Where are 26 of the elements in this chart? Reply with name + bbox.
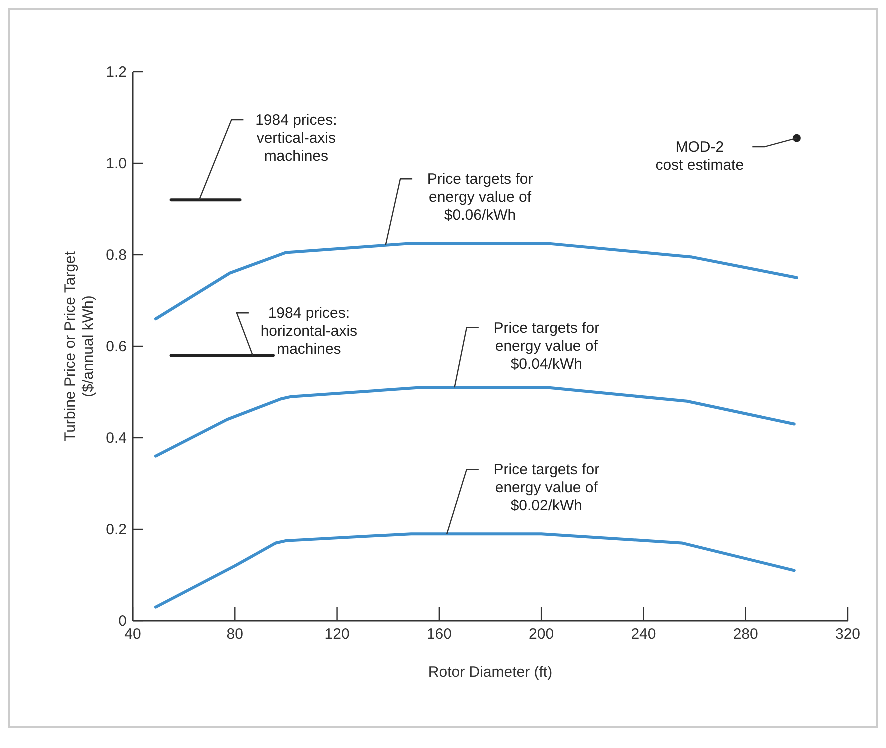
x-tick-label: 120 (324, 626, 350, 643)
x-tick-label: 80 (226, 626, 244, 643)
x-tick-label: 320 (835, 626, 861, 643)
y-tick-label: 1.2 (106, 64, 127, 81)
y-axis-title: Turbine Price or Price Target ($/annual kWh) (62, 250, 97, 442)
x-tick-label: 160 (426, 626, 452, 643)
text: 1984 prices: vertical-axis machines (256, 112, 338, 166)
series-label: Price targets for energy value of $0.04/kWh (494, 320, 600, 373)
x-tick-label: 280 (733, 626, 758, 643)
y-tick-label: 0.4 (106, 430, 127, 447)
x-tick-label: 40 (124, 626, 142, 643)
x-axis-title: Rotor Diameter (ft) (428, 664, 553, 681)
line-series (154, 242, 798, 321)
y-tick-label: 1.0 (106, 156, 127, 172)
y-tick-label: 0.6 (106, 338, 127, 356)
line-series (154, 386, 796, 458)
y-tick-label: 0.2 (106, 522, 127, 538)
series-label: 1984 prices: horizontal-axis machines (260, 305, 358, 358)
series-label: Price targets for energy value of $0.06/kWh (427, 171, 534, 224)
series-label: Price targets for energy value of $0.02/kWh (494, 462, 600, 515)
line-series (154, 532, 796, 609)
x-tick-label: 200 (529, 626, 554, 643)
y-tick-label: 0 (118, 613, 127, 630)
y-tick-label: 0.8 (106, 247, 127, 264)
x-tick-label: 240 (631, 626, 656, 643)
text: MOD-2 cost estimate (656, 139, 744, 174)
